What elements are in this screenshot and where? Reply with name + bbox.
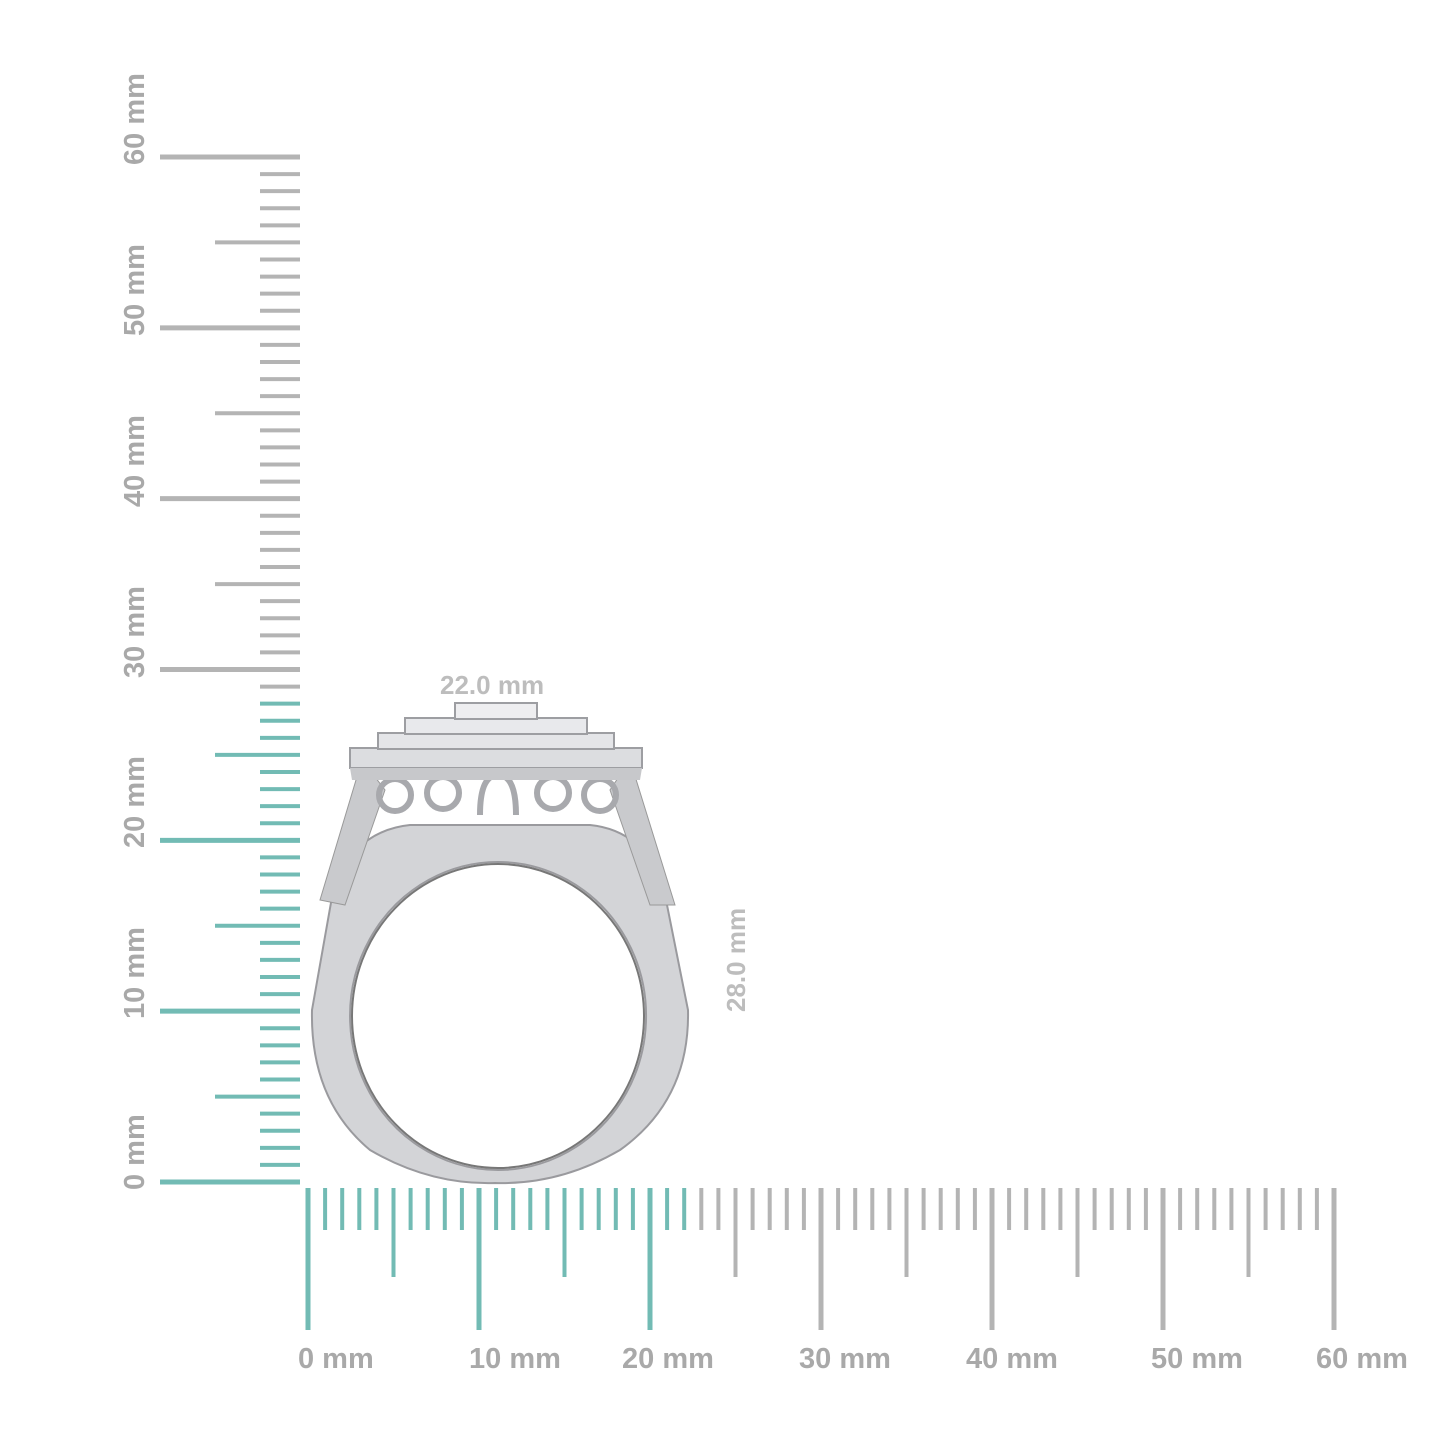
horizontal-ruler-label: 10 mm xyxy=(469,1343,561,1375)
horizontal-ruler-label: 0 mm xyxy=(298,1343,374,1375)
vertical-ruler-label: 50 mm xyxy=(119,243,151,336)
width-dimension-label: 22.0 mm xyxy=(440,670,545,700)
halo-setting xyxy=(349,702,643,769)
vertical-ruler-label: 40 mm xyxy=(119,414,151,507)
vertical-ruler-label: 0 mm xyxy=(119,1114,151,1190)
horizontal-ruler-label: 40 mm xyxy=(966,1343,1058,1375)
vertical-ruler-label: 60 mm xyxy=(119,73,151,165)
vertical-ruler-label: 30 mm xyxy=(119,585,151,678)
horizontal-ruler-label: 50 mm xyxy=(1151,1343,1243,1375)
horizontal-ruler-label: 20 mm xyxy=(622,1343,714,1375)
horizontal-ruler-label: 30 mm xyxy=(799,1343,891,1375)
horizontal-ruler-label: 60 mm xyxy=(1316,1343,1408,1375)
height-dimension-label: 28.0 mm xyxy=(721,907,751,1012)
filigree-gallery xyxy=(376,771,619,816)
vertical-ruler-label: 20 mm xyxy=(119,756,151,849)
vertical-ruler-label: 10 mm xyxy=(119,927,151,1020)
